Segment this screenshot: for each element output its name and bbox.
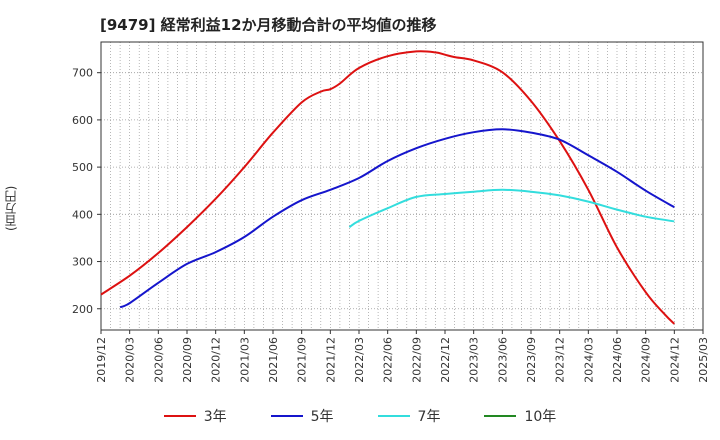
x-tick-label: 2023/06 (496, 337, 509, 383)
legend: 3年 5年 7年 10年 (0, 404, 720, 428)
chart-title: [9479] 経常利益12か月移動合計の平均値の推移 (100, 16, 437, 34)
x-tick-label: 2020/06 (152, 337, 165, 383)
x-tick-label: 2021/03 (238, 337, 251, 383)
x-tick-label: 2023/12 (554, 337, 567, 383)
series-line-3 (348, 188, 675, 228)
x-tick-label: 2023/03 (468, 337, 481, 383)
x-tick-label: 2021/09 (296, 337, 309, 383)
legend-label: 3年 (203, 409, 227, 425)
x-tick-label: 2022/09 (410, 337, 423, 383)
y-tick-label: 500 (72, 161, 93, 174)
x-tick-label: 2020/12 (210, 337, 223, 383)
legend-swatch (163, 415, 196, 417)
series-line-1 (100, 50, 676, 325)
series-line-2 (119, 128, 675, 309)
legend-swatch (377, 415, 410, 417)
legend-label: 7年 (417, 409, 441, 425)
legend-label: 10年 (524, 409, 557, 425)
legend-item-1: 3年 (163, 406, 227, 426)
y-tick-label: 200 (72, 303, 93, 316)
legend-swatch (270, 415, 303, 417)
x-tick-label: 2021/06 (267, 337, 280, 383)
x-tick-label: 2020/03 (124, 337, 137, 383)
legend-label: 5年 (310, 409, 334, 425)
x-tick-label: 2023/09 (525, 337, 538, 383)
legend-item-2: 5年 (270, 406, 334, 426)
x-tick-label: 2024/03 (582, 337, 595, 383)
x-tick-label: 2022/06 (382, 337, 395, 383)
legend-item-3: 7年 (377, 406, 441, 426)
x-tick-label: 2020/09 (181, 337, 194, 383)
y-tick-label: 300 (72, 256, 93, 269)
x-tick-label: 2022/12 (439, 337, 452, 383)
plot-frame (100, 41, 704, 331)
x-tick-label: 2025/03 (697, 337, 710, 383)
legend-swatch (484, 415, 517, 417)
x-tick-label: 2024/12 (668, 337, 681, 383)
x-tick-label: 2024/09 (640, 337, 653, 383)
x-tick-label: 2021/12 (324, 337, 337, 383)
x-tick-label: 2019/12 (95, 337, 108, 383)
legend-item-4: 10年 (484, 406, 556, 426)
y-tick-label: 600 (72, 114, 93, 127)
y-tick-label: 700 (72, 67, 93, 80)
x-tick-label: 2022/03 (353, 337, 366, 383)
y-tick-label: 400 (72, 208, 93, 221)
x-tick-label: 2024/06 (611, 337, 624, 383)
